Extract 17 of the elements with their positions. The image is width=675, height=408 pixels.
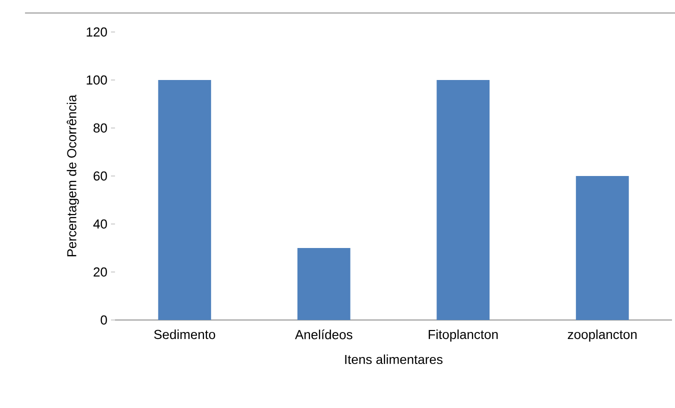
y-tick-label: 120 [86,27,107,37]
x-axis-title: Itens alimentares [345,354,443,364]
bar [436,80,490,320]
y-tick-label: 60 [94,171,107,181]
y-tick-label: 80 [94,123,107,133]
y-axis-title: Percentagem de Ocorrência [66,94,79,256]
x-tick-label: zooplancton [568,330,637,342]
y-tick-label: 100 [86,75,107,85]
bar [158,80,212,320]
bar [576,176,629,320]
bar [297,248,350,320]
y-tick-label: 20 [94,267,107,277]
x-tick-label: Sedimento [154,330,216,340]
y-tick-label: 40 [93,219,107,229]
x-tick-label: Fitoplancton [428,330,498,342]
x-tick-label: Anelídeos [294,330,352,340]
y-tick-label: 0 [100,315,107,325]
